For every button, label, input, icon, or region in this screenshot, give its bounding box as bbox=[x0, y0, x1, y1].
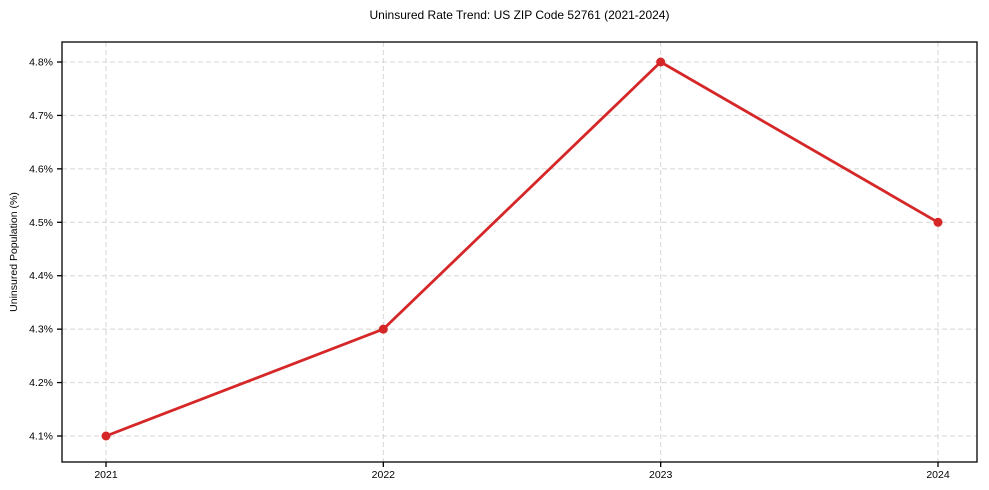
data-point bbox=[933, 217, 943, 227]
data-point bbox=[656, 57, 666, 67]
y-tick-label: 4.1% bbox=[29, 431, 53, 443]
x-tick-label: 2021 bbox=[94, 469, 118, 481]
y-tick-label: 4.7% bbox=[29, 110, 53, 122]
x-tick-label: 2024 bbox=[926, 469, 950, 481]
data-point bbox=[378, 324, 388, 334]
chart-title: Uninsured Rate Trend: US ZIP Code 52761 … bbox=[369, 8, 670, 22]
data-point bbox=[101, 431, 111, 441]
y-tick-label: 4.6% bbox=[29, 163, 53, 175]
plot-frame bbox=[61, 41, 978, 463]
y-tick-label: 4.2% bbox=[29, 377, 53, 389]
x-tick-label: 2022 bbox=[372, 469, 396, 481]
y-tick-label: 4.3% bbox=[29, 324, 53, 336]
y-tick-label: 4.5% bbox=[29, 217, 53, 229]
trend-line bbox=[104, 60, 940, 438]
x-tick-label: 2023 bbox=[649, 469, 673, 481]
y-tick-label: 4.8% bbox=[29, 57, 53, 69]
y-tick-label: 4.4% bbox=[29, 270, 53, 282]
